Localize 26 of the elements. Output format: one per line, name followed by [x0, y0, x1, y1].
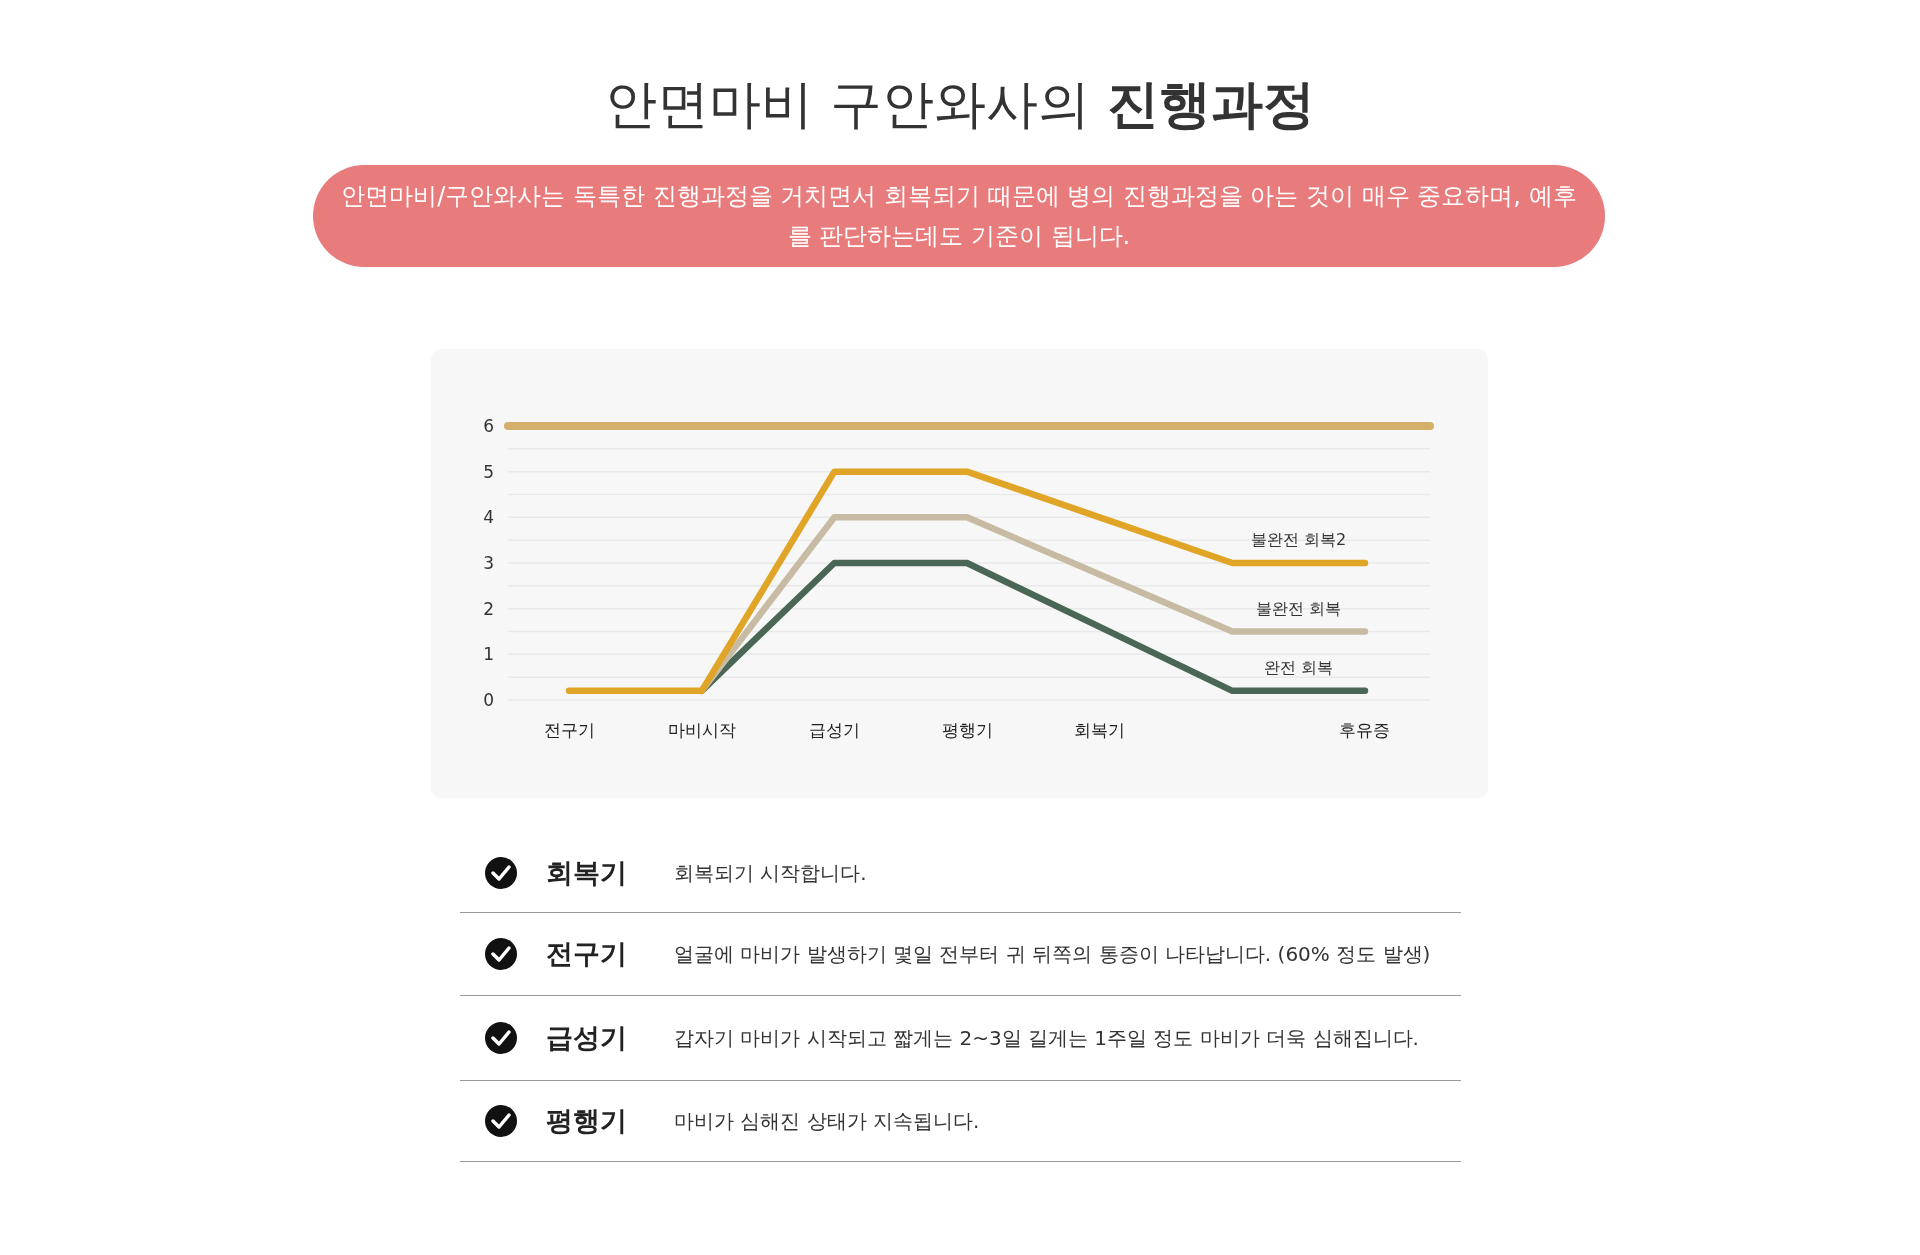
category-label: 평행기 [546, 1104, 628, 1138]
x-tick-label: 급성기 [808, 720, 860, 740]
text: 마비가 심해진 상태가 지속됩니다. [674, 1107, 980, 1135]
x-tick-label: 평행기 [941, 720, 993, 740]
y-tick-label: 4 [483, 507, 494, 528]
category-label: 회복기 [546, 856, 628, 890]
y-tick-label: 6 [483, 416, 494, 436]
series-label: 완전 회복 [1264, 657, 1334, 677]
text: 갑자기 마비가 시작되고 짧게는 2~3일 길게는 1주일 정도 마비가 더욱 심해집니다. [674, 1024, 1419, 1052]
text: 얼굴에 마비가 발생하기 몇일 전부터 귀 뒤쪽의 통증이 나타납니다. (60% 정도 발생) [674, 940, 1431, 968]
x-tick-label: 회복기 [1074, 720, 1126, 740]
chart-subtitle: 안면마비/구안와사는 독특한 진행과정을 거치면서 회복되기 때문에 병의 진행과정을 아는 것이 매우 중요하며, 예후를 판단하는데도 기준이 됩니다. [340, 181, 1578, 252]
series-label: 불완전 회복2 [1251, 530, 1347, 549]
y-tick-label: 2 [483, 598, 494, 619]
y-tick-label: 5 [483, 461, 494, 482]
y-tick-label: 0 [483, 690, 494, 710]
x-tick-label: 전구기 [543, 720, 595, 740]
chart-title: 안면마비 구안와사의 진행과정 [605, 74, 1315, 134]
category-label: 급성기 [546, 1021, 628, 1055]
x-tick-label: 마비시작 [667, 720, 736, 740]
y-tick-label: 3 [483, 553, 494, 573]
series-label: 불완전 회복 [1256, 598, 1342, 618]
y-tick-label: 1 [483, 644, 494, 665]
category-label: 전구기 [546, 937, 628, 971]
x-tick-label: 후유증 [1339, 720, 1391, 740]
text: 회복되기 시작합니다. [674, 859, 867, 887]
